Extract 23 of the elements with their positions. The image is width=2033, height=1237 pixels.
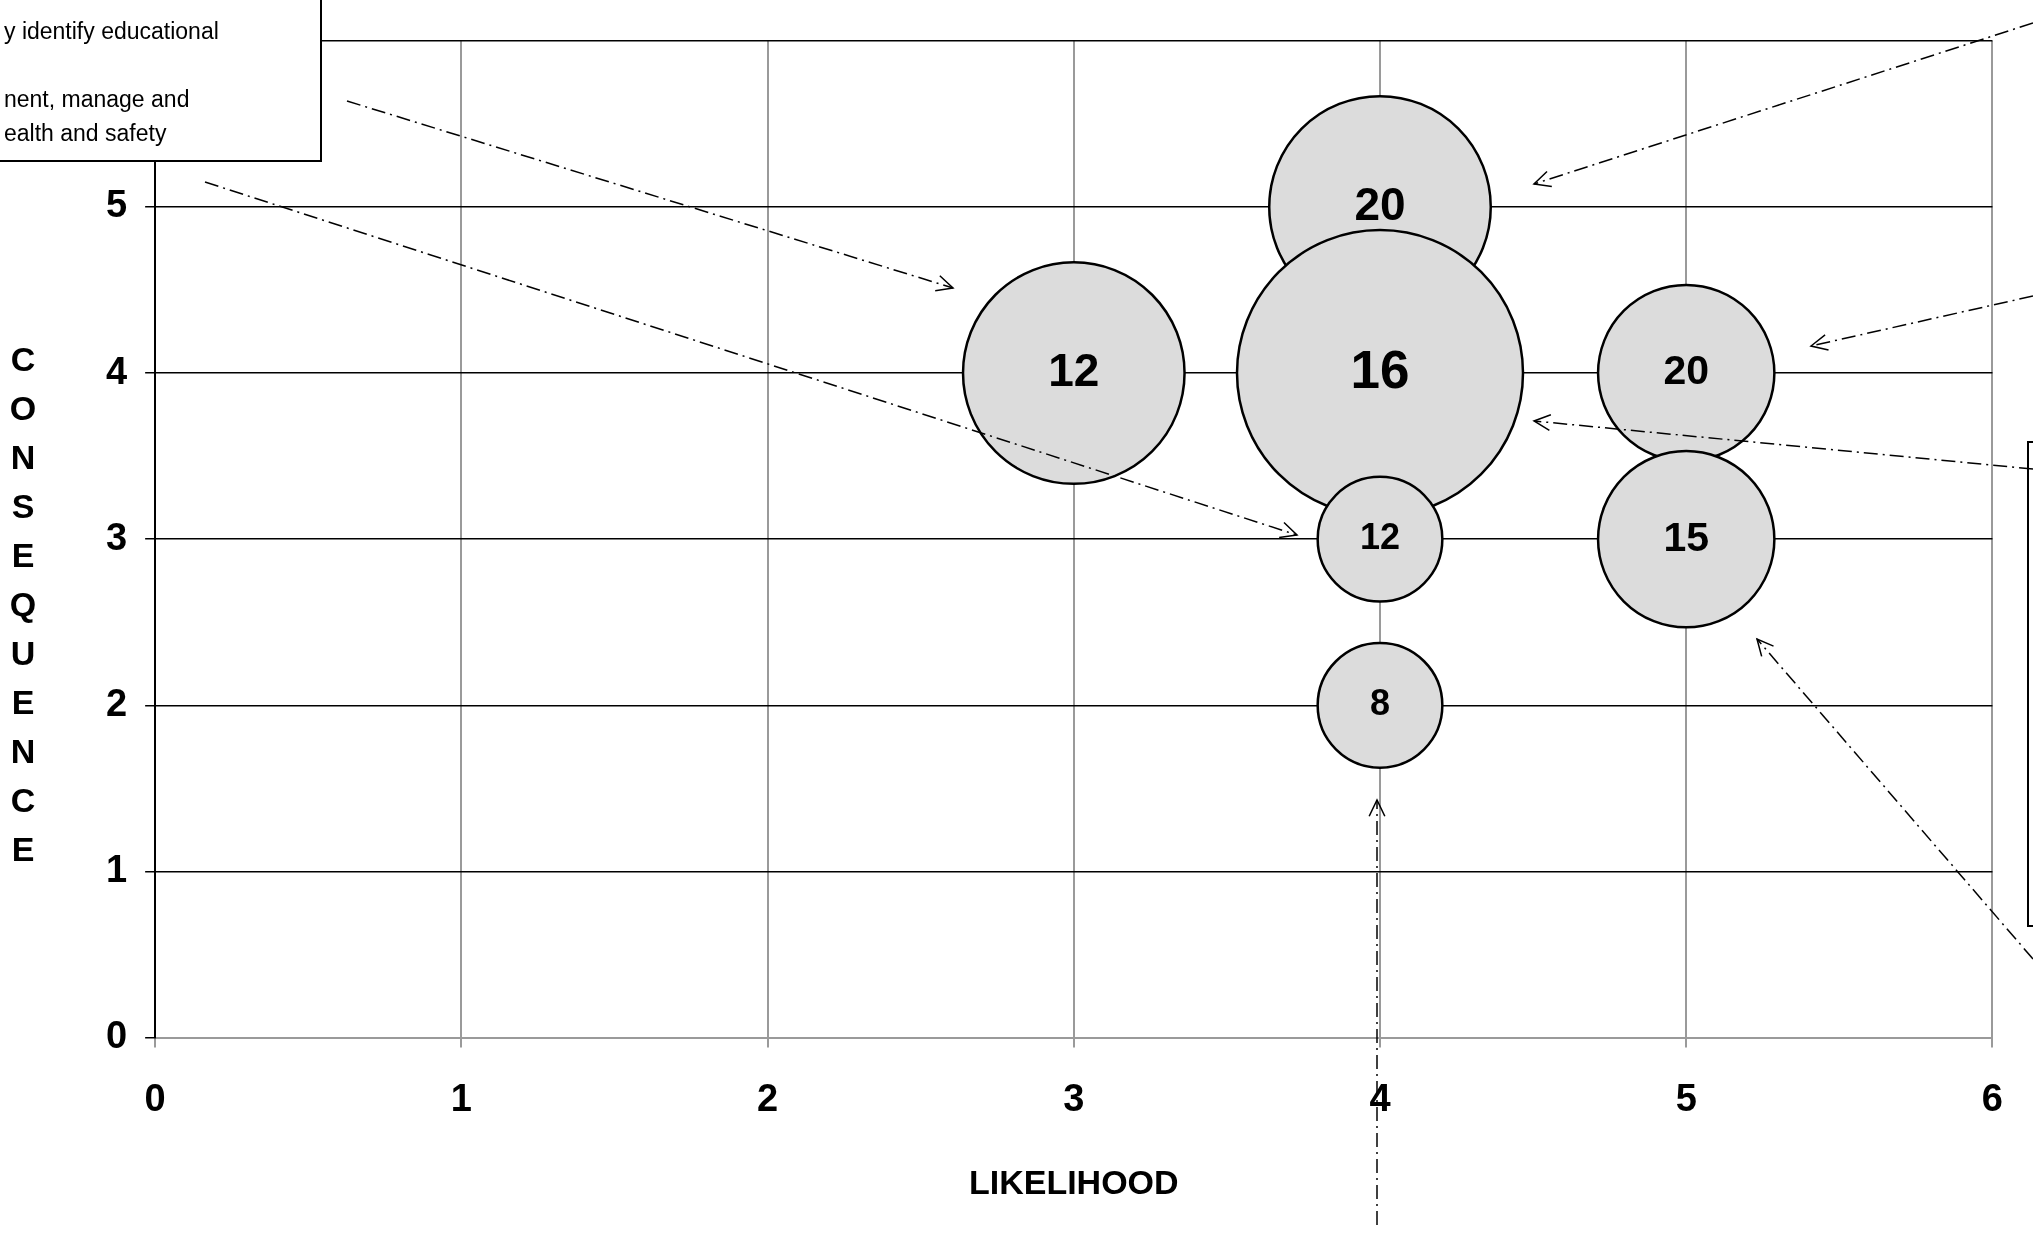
annotation: 8	[1369, 682, 1391, 724]
annotation: 20	[1663, 347, 1710, 394]
x-tick-label: 6	[1981, 1076, 2003, 1119]
x-tick-label: 3	[1063, 1076, 1085, 1119]
x-tick-label: 1	[450, 1076, 472, 1119]
x-tick-label: 0	[144, 1076, 166, 1119]
text: CONSEQUENCE	[9, 340, 37, 868]
y-tick-label: 4	[105, 349, 128, 392]
x-tick-label: 5	[1675, 1076, 1697, 1119]
annotation: 12	[1359, 516, 1401, 558]
annotation: 16	[1350, 339, 1410, 399]
y-tick-label: 0	[105, 1014, 128, 1057]
text: y identify educational nent, manage and ealth and safety	[4, 18, 219, 146]
y-tick-label: 1	[105, 847, 128, 890]
y-tick-label: 5	[105, 183, 128, 226]
y-tick-label: 3	[105, 515, 128, 558]
annotation: 15	[1663, 513, 1710, 560]
annotation: 12	[1048, 343, 1100, 396]
annotation: 20	[1354, 177, 1406, 230]
x-axis-title: LIKELIHOOD	[968, 1162, 1179, 1201]
x-tick-label: 2	[757, 1076, 779, 1119]
x-tick-label: 4	[1369, 1076, 1391, 1119]
y-tick-label: 2	[105, 681, 128, 724]
